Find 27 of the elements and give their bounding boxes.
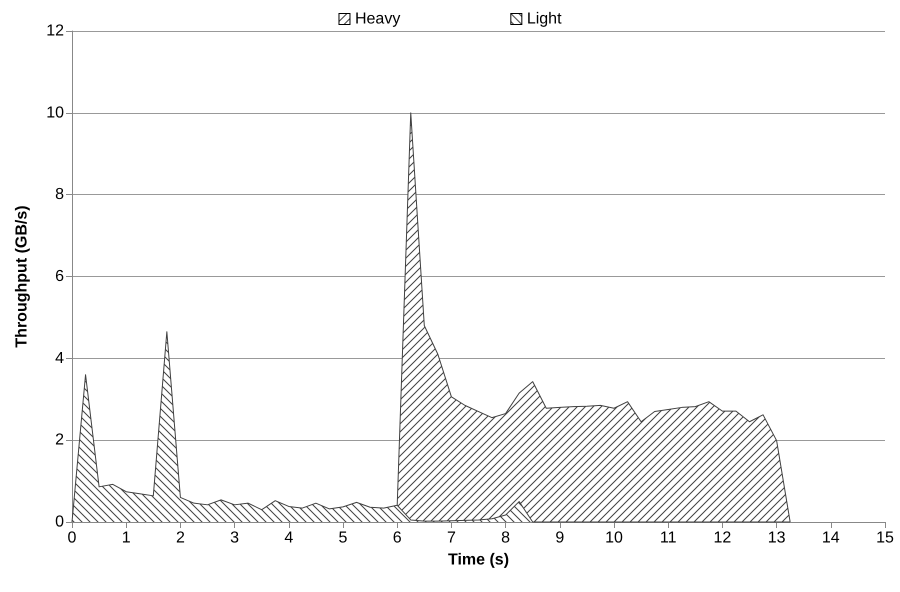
y-tick-label: 8 [55, 186, 64, 204]
x-tick-label: 4 [284, 530, 294, 546]
x-tick-label: 8 [501, 530, 510, 546]
x-tick-label: 9 [555, 530, 564, 546]
x-tick-label: 1 [122, 530, 131, 546]
x-tick-label: 0 [68, 530, 77, 546]
x-tick-label: 15 [876, 530, 894, 546]
x-tick-label: 3 [230, 530, 240, 546]
y-tick-label: 2 [55, 432, 64, 449]
y-tick-label: 0 [55, 514, 64, 530]
y-tick-label: 6 [55, 268, 64, 285]
x-tick-label: 14 [822, 530, 840, 546]
legend-label: Light [526, 10, 562, 28]
x-tick-label: 7 [446, 530, 456, 546]
y-axis-title: Throughput (GB/s) [14, 205, 30, 348]
y-tick-label: 4 [55, 350, 64, 367]
x-tick-label: 6 [392, 530, 402, 546]
x-tick-label: 12 [714, 530, 732, 546]
x-tick-label: 13 [768, 530, 786, 546]
x-tick-label: 11 [660, 530, 677, 546]
y-tick-label: 12 [46, 22, 64, 40]
y-tick-label: 10 [46, 104, 64, 122]
x-tick-label: 5 [338, 530, 348, 546]
x-axis-title: Time (s) [448, 552, 510, 568]
legend-label: Heavy [354, 10, 400, 28]
x-tick-label: 10 [605, 530, 623, 546]
x-tick-label: 2 [176, 530, 185, 546]
